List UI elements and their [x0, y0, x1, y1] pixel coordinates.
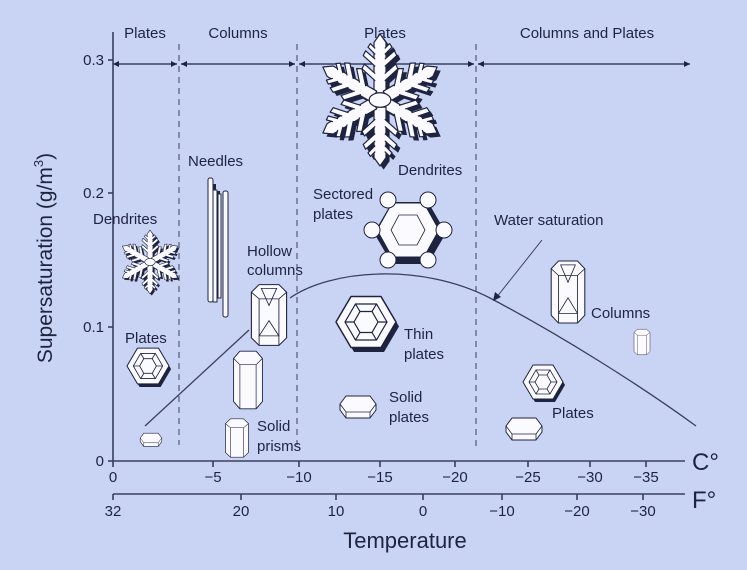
label-sectored-plates: plates [313, 206, 353, 223]
arrowhead-icon [113, 61, 119, 67]
sectored-plate-crystal [363, 191, 453, 269]
fahrenheit-tick-label: −30 [630, 503, 655, 520]
fahrenheit-tick-label: 0 [419, 503, 427, 520]
celsius-tick-label: −15 [367, 469, 392, 486]
solid-plate-crystal [339, 395, 377, 419]
arrowhead-icon [171, 61, 177, 67]
celsius-tick-label: −20 [442, 469, 467, 486]
x-axis-label: Temperature [343, 528, 467, 553]
celsius-unit: C° [692, 449, 719, 476]
y-tick-label: 0.1 [83, 319, 104, 336]
y-tick-label: 0.3 [83, 52, 104, 69]
celsius-tick-label: −30 [577, 469, 602, 486]
celsius-tick-label: −10 [286, 469, 311, 486]
y-axis-label: Supersaturation (g/m3) [31, 153, 57, 363]
fahrenheit-tick-label: 32 [105, 503, 122, 520]
label-dendrites: Dendrites [398, 162, 462, 179]
label-solid-plates: Solid [389, 389, 422, 406]
label-sectored-plates: Sectored [313, 186, 373, 203]
pointer-arrowhead-icon [493, 292, 501, 301]
celsius-tick-label: 0 [109, 469, 117, 486]
arrowhead-icon [468, 61, 474, 67]
regime-label: Columns [208, 25, 267, 42]
label-thin-plates: plates [404, 346, 444, 363]
water-saturation-pointer [495, 239, 543, 299]
small-dendrite-crystal [118, 230, 184, 296]
label-solid-prisms: Solid [257, 418, 290, 435]
large-dendrite-crystal [314, 34, 450, 170]
regime-arrows [113, 61, 690, 67]
y-tick-label: 0 [96, 453, 104, 470]
fahrenheit-tick-label: −20 [564, 503, 589, 520]
label-dendrites: Dendrites [93, 211, 157, 228]
label-solid-prisms: prisms [257, 438, 301, 455]
small-column-crystal [633, 328, 651, 356]
arrowhead-icon [181, 61, 187, 67]
hollow-column-crystal [251, 285, 286, 346]
label-water-saturation: Water saturation [494, 212, 604, 229]
water-saturation-curve-lower [144, 329, 250, 427]
label-hollow-columns: columns [247, 262, 303, 279]
needle-crystals [207, 177, 229, 318]
hexagonal-plate-crystal [126, 347, 172, 388]
arrowhead-icon [478, 61, 484, 67]
water-saturation-curve [289, 273, 697, 427]
arrowhead-icon [289, 61, 295, 67]
hollow-column-crystal [551, 261, 585, 323]
solid-prism-crystal [233, 350, 263, 410]
thin-plate-crystal [335, 295, 400, 353]
arrowhead-icon [299, 61, 305, 67]
fahrenheit-tick-label: −10 [489, 503, 514, 520]
arrowhead-icon [684, 61, 690, 67]
label-columns: Columns [591, 305, 650, 322]
regime-label: Plates [364, 25, 406, 42]
label-hollow-columns: Hollow [247, 243, 292, 260]
celsius-tick-label: −35 [633, 469, 658, 486]
fahrenheit-unit: F° [692, 487, 716, 514]
fahrenheit-tick-label: 10 [328, 503, 345, 520]
hexagonal-plate-crystal [522, 364, 566, 403]
celsius-tick-label: −25 [515, 469, 540, 486]
solid-plate-crystal [505, 417, 543, 441]
regime-label: Plates [124, 25, 166, 42]
celsius-tick-label: −5 [204, 469, 221, 486]
label-thin-plates: Thin [404, 326, 433, 343]
y-tick-label: 0.2 [83, 185, 104, 202]
fahrenheit-tick-label: 20 [233, 503, 250, 520]
solid-plate-crystal [139, 432, 163, 447]
label-plates: Plates [125, 330, 167, 347]
label-needles: Needles [188, 153, 243, 170]
label-plates: Plates [552, 405, 594, 422]
label-solid-plates: plates [389, 409, 429, 426]
solid-prism-crystal [225, 418, 249, 458]
regime-label: Columns and Plates [520, 25, 654, 42]
